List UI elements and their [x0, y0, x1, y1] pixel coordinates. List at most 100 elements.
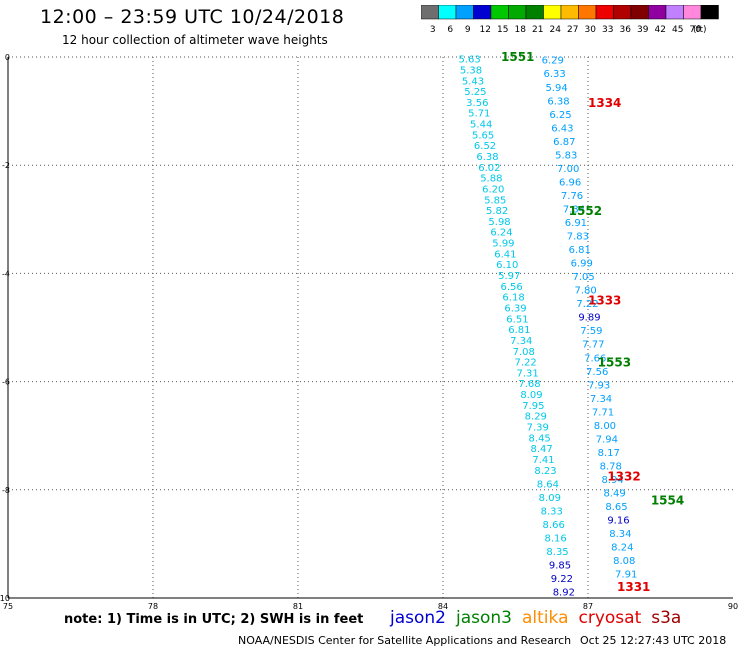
swh-value-label: 8.78: [600, 461, 622, 472]
swh-value-label: 9.22: [551, 574, 573, 585]
swh-value-label: 5.44: [470, 120, 492, 131]
swh-value-label: 7.31: [516, 368, 538, 379]
swh-value-label: 6.96: [559, 177, 581, 188]
swh-value-label: 7.77: [582, 340, 604, 351]
scale-tick-label: 30: [585, 25, 597, 35]
swh-value-label: 7.76: [561, 191, 583, 202]
swh-value-label: 6.51: [506, 314, 528, 325]
swh-value-label: 6.33: [544, 69, 566, 80]
swh-value-label: 8.09: [520, 390, 542, 401]
scale-tick-label: 39: [637, 25, 649, 35]
x-tick-label: 75: [3, 602, 13, 611]
swh-value-label: 7.59: [580, 326, 602, 337]
swh-value-label: 8.09: [539, 493, 561, 504]
pass-number-label: 1552: [569, 204, 602, 218]
swh-value-label: 5.71: [468, 109, 490, 120]
swh-value-label: 6.41: [494, 249, 516, 260]
swh-value-label: 8.45: [529, 433, 551, 444]
swh-value-label: 7.22: [576, 299, 598, 310]
pass-number-label: 1553: [598, 356, 631, 370]
legend-cryosat: cryosat: [578, 608, 642, 628]
x-tick-label: 87: [583, 602, 593, 611]
swh-value-label: 8.33: [541, 506, 563, 517]
credit-line: NOAA/NESDIS Center for Satellite Applica…: [238, 634, 572, 647]
swh-value-label: 5.65: [472, 130, 494, 141]
swh-value-label: 8.34: [609, 529, 631, 540]
swh-value-label: 7.91: [615, 570, 637, 581]
y-tick-label: -4: [2, 269, 10, 278]
swh-value-label: 6.87: [553, 137, 575, 148]
swh-value-label: 5.98: [488, 217, 510, 228]
swh-value-label: 6.43: [551, 123, 573, 134]
scale-tick-label: 27: [567, 25, 578, 35]
scale-unit-label: (ft): [693, 25, 707, 35]
swh-value-label: 7.80: [574, 286, 596, 297]
swh-value-label: 5.94: [545, 83, 567, 94]
scale-tick-label: 36: [620, 25, 632, 35]
y-tick-label: -8: [2, 486, 10, 495]
swh-value-label: 8.47: [530, 444, 552, 455]
swh-value-label: 8.35: [546, 547, 568, 558]
pass-number-label: 1331: [617, 580, 650, 594]
swh-value-label: 8.16: [544, 533, 566, 544]
swh-value-label: 8.08: [613, 556, 635, 567]
scale-tick-label: 33: [602, 25, 613, 35]
x-tick-label: 84: [438, 602, 448, 611]
legend-s3a: s3a: [651, 608, 682, 628]
swh-value-label: 7.08: [513, 347, 535, 358]
swh-value-label: 7.66: [584, 353, 606, 364]
credit-timestamp: Oct 25 12:27:43 UTC 2018: [580, 634, 727, 647]
swh-value-label: 7.93: [588, 380, 610, 391]
swh-value-label: 6.20: [482, 184, 504, 195]
chart-subtitle: 12 hour collection of altimeter wave hei…: [62, 33, 328, 47]
swh-value-label: 6.02: [478, 163, 500, 174]
scale-tick-label: 9: [465, 25, 471, 35]
legend-altika: altika: [522, 608, 569, 628]
swh-value-label: 9.16: [607, 516, 629, 527]
swh-value-label: 6.99: [571, 259, 593, 270]
swh-value-label: 7.41: [532, 455, 554, 466]
color-scale-legend: 3 6 9 12 15 18 21 24 27 30 33 36 39 42 45 70(ft): [421, 5, 719, 35]
swh-value-label: 7.39: [527, 423, 549, 434]
x-tick-label: 81: [293, 602, 303, 611]
swh-value-label: 7.56: [586, 367, 608, 378]
x-tick-label: 90: [728, 602, 738, 611]
swh-value-label: 8.65: [605, 502, 627, 513]
swh-value-label: 8.64: [537, 479, 559, 490]
swh-value-label: 5.63: [458, 55, 480, 66]
swh-value-label: 7.05: [573, 272, 595, 283]
scale-tick-label: 24: [550, 25, 562, 35]
swh-value-label: 6.18: [502, 293, 524, 304]
swh-value-label: 6.81: [569, 245, 591, 256]
swh-value-label: 6.56: [501, 282, 523, 293]
swh-value-label: 8.00: [594, 421, 616, 432]
scale-tick-label: 6: [447, 25, 453, 35]
swh-value-label: 6.39: [504, 303, 526, 314]
swh-value-label: 8.24: [611, 543, 633, 554]
scale-tick-label: 12: [480, 25, 491, 35]
pass-number-label: 1333: [588, 293, 621, 307]
chart-title: 12:00 – 23:59 UTC 10/24/2018: [40, 6, 345, 28]
swh-value-label: 8.29: [525, 412, 547, 423]
swh-value-label: 7.94: [596, 434, 618, 445]
pass-number-label: 1551: [501, 50, 534, 64]
scale-tick-label: 42: [655, 25, 666, 35]
swh-value-label: 5.85: [484, 195, 506, 206]
swh-value-label: 7.22: [515, 358, 537, 369]
x-tick-label: 78: [148, 602, 158, 611]
swh-value-label: 8.94: [602, 475, 624, 486]
swh-value-label: 6.24: [490, 228, 512, 239]
y-tick-label: 0: [5, 53, 10, 62]
swh-value-label: 6.38: [547, 96, 569, 107]
swh-value-label: 7.83: [567, 232, 589, 243]
swh-value-label: 8.17: [598, 448, 620, 459]
swh-value-label: 7.34: [590, 394, 612, 405]
swh-value-label: 7.68: [518, 379, 540, 390]
swh-value-label: 6.91: [565, 218, 587, 229]
swh-value-label: 7.95: [522, 401, 544, 412]
swh-value-label: 7.34: [563, 204, 585, 215]
swh-value-label: 5.82: [486, 206, 508, 217]
swh-value-label: 5.83: [555, 150, 577, 161]
swh-value-label: 6.10: [496, 260, 518, 271]
pass-number-label: 1334: [588, 96, 621, 110]
